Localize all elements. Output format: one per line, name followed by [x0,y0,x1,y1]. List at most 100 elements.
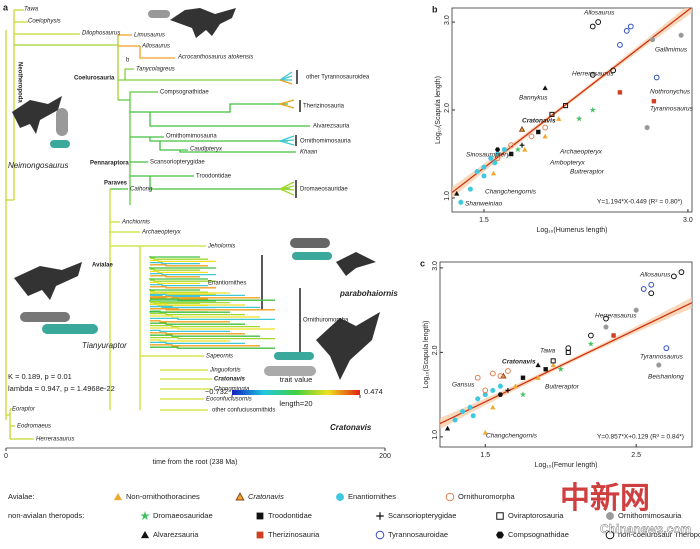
branch [150,339,230,342]
branch [150,261,200,265]
y-tick-label: 2.0 [432,345,439,355]
point [536,129,541,135]
taxon-label: Ornithuromorpha [303,318,349,324]
taxon-label: Eoconfuciusornis [206,397,252,403]
annotation: Gallimimus [655,47,688,54]
point [113,492,123,501]
point [460,408,466,415]
branch [150,344,260,347]
scatter-chart: c 1.5 2.5 1.0 2.0 3.0 Log₁₀(Femur length) Log₁₀… [420,258,693,469]
annotation: Herrerasaurus [572,71,614,78]
taxon-label: Therizinosauria [303,104,345,110]
colorbar-note: length=20 [279,399,312,408]
branch [150,320,230,323]
taxon-label: b [126,58,130,64]
branch [150,336,275,340]
watermark-site: Chinanews.com [600,522,691,536]
legend-label: Non-ornithothoracines [126,492,200,501]
point [458,199,464,205]
point [508,142,515,149]
legend-label: Ornithomimosauria [618,511,682,520]
point [528,133,535,140]
points [444,269,685,435]
x-tick-label: 3.0 [683,217,693,224]
branch [150,329,230,333]
branch [149,289,200,291]
y-axis-label: Log₁₀(Scapula length) [423,321,430,389]
taxon-label: Allosaurus [141,44,170,50]
point [563,103,569,109]
point [589,106,596,113]
point [640,286,647,292]
x-tick-label: 200 [379,453,391,460]
point [605,530,615,540]
point [514,146,522,153]
points [454,19,684,205]
legend-group-title: non-avialan theropods: [8,511,84,520]
taxon-label: Eodromaeus [17,424,51,430]
point [482,429,488,435]
x-tick-label: 1.5 [480,452,490,459]
point [256,531,264,539]
point [648,281,655,288]
point [543,367,548,372]
taxon-label: Chongmingia [214,387,250,393]
y-tick-label: 3.0 [432,261,439,271]
point [522,146,528,152]
point [587,340,595,347]
scatter-chart: b 1.5 3.0 1.0 2.0 3.0 Log₁₀(Humerus length) Log… [432,4,694,234]
legend-label: Oviraptorosauria [508,511,564,520]
point [488,155,494,161]
branch [150,297,208,300]
point [606,512,614,520]
point [474,374,481,381]
stat-text: K = 0.189, p = 0.01 [8,372,72,381]
point [482,392,488,398]
point [663,345,670,352]
point [633,307,639,313]
point [670,273,677,280]
annotation: Sinosauropteryx [466,152,514,159]
point [535,375,541,380]
point [589,23,596,30]
branch [150,322,245,325]
branch [149,256,200,258]
point [490,404,496,410]
branch [149,267,216,269]
branch [150,317,275,321]
branch [150,305,260,309]
x-axis-label: Log₁₀(Femur length) [535,462,598,469]
point [445,492,455,502]
taxon-label: Caihong [130,187,153,193]
branch [150,294,200,298]
point [589,71,596,78]
phylogeny: a Tawa Coelophysis Dilophosaurus Limusaurus… [3,2,398,465]
legend-label: Ornithuromorpha [458,492,516,501]
branch [150,279,216,282]
point [519,142,525,148]
point [512,383,519,389]
legend-label: Dromaeosauridae [153,511,213,520]
point [497,392,503,397]
x-axis-label: Log₁₀(Humerus length) [536,227,607,234]
point [627,23,634,30]
legend-label: Compsognathidae [508,530,569,539]
stat-text: lambda = 0.947, p = 1.4968e-22 [8,384,115,393]
branch [150,300,230,304]
point [542,133,548,139]
point [557,365,564,373]
point [648,290,655,297]
point [482,387,489,394]
branch [150,308,275,311]
branch [150,291,230,294]
taxon-label: Cratonavis [330,423,372,432]
taxon-label: Limusaurus [134,33,165,39]
point [587,332,594,339]
annotation: Allosaurus [639,272,671,279]
taxon-label: Compsognathidae [160,90,209,96]
branch [150,268,200,271]
plot-frame [439,261,693,448]
branch [149,278,208,280]
point [470,413,476,419]
